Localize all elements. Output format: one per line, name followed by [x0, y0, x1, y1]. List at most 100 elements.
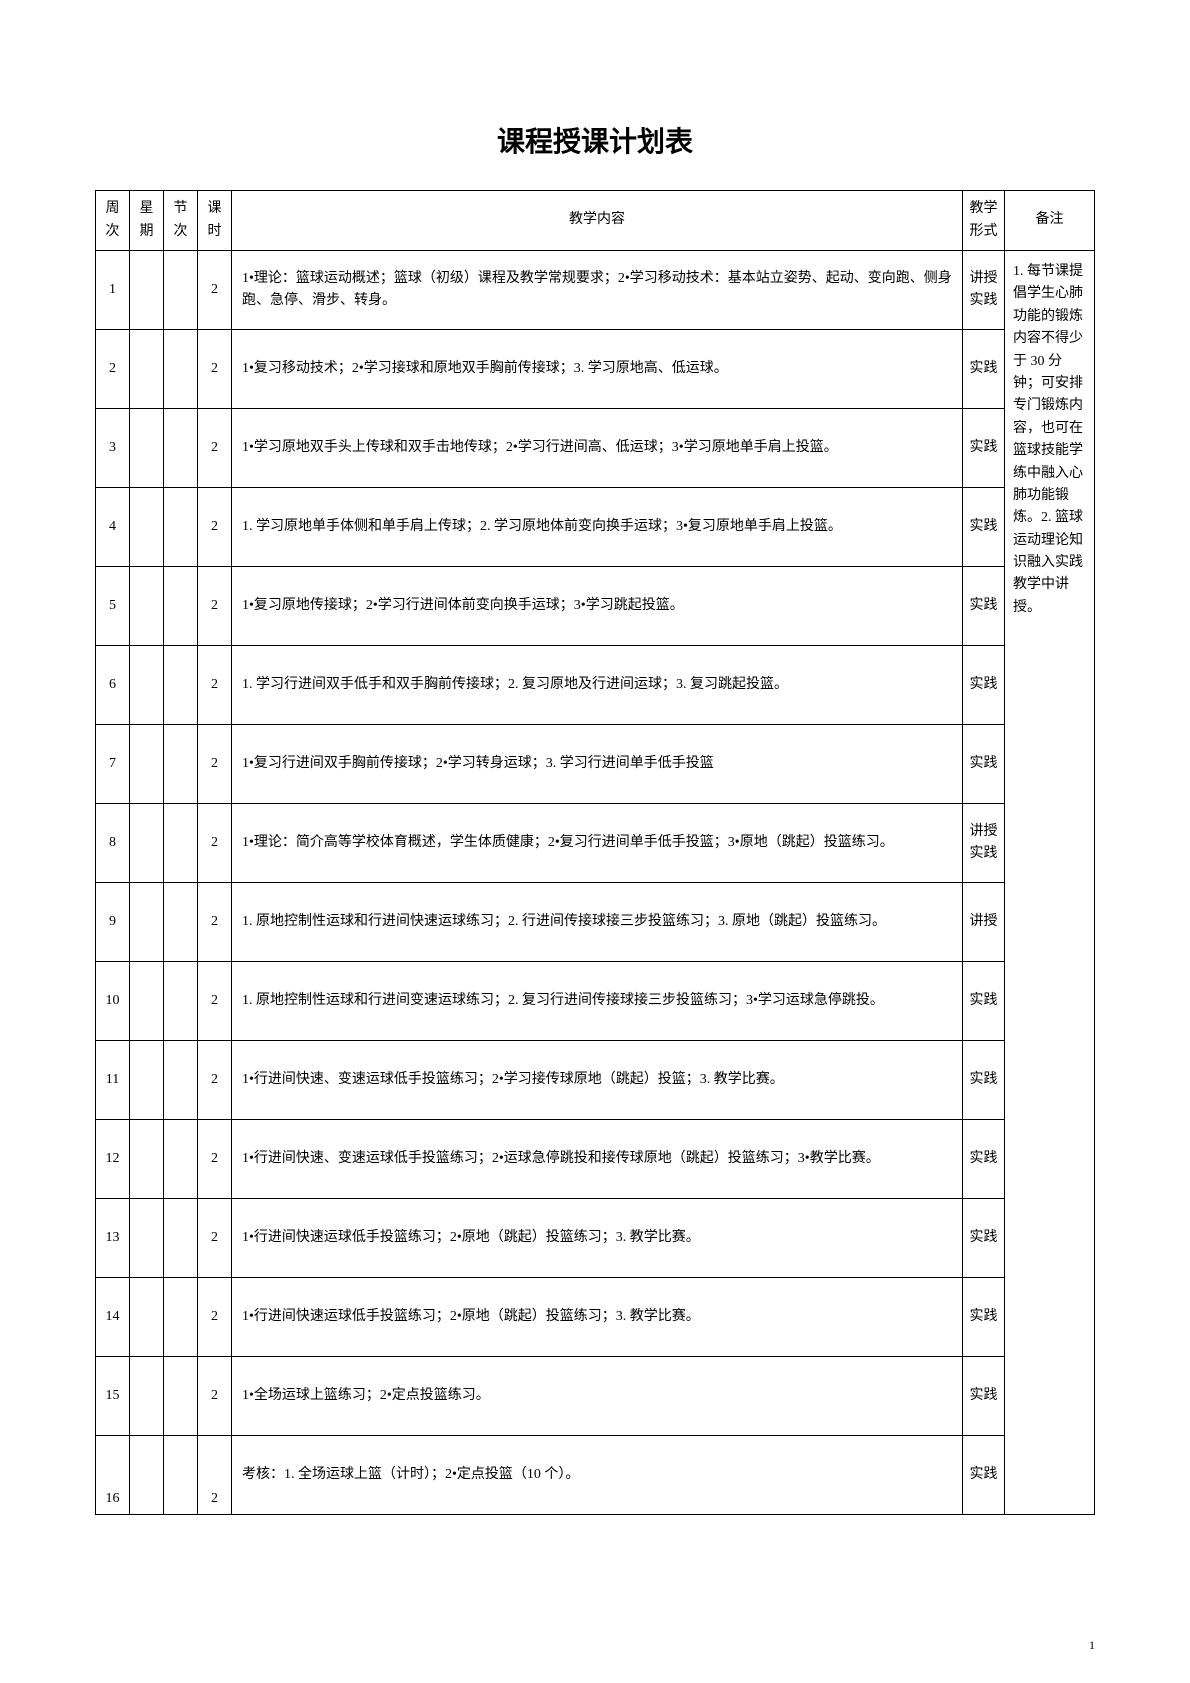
cell-content: 1. 原地控制性运球和行进间变速运球练习；2. 复习行进间传接球接三步投篮练习；…: [232, 962, 963, 1041]
cell-form: 实践: [963, 962, 1005, 1041]
cell-content: 1•全场运球上篮练习；2•定点投篮练习。: [232, 1357, 963, 1436]
cell-content: 1•复习移动技术；2•学习接球和原地双手胸前传接球；3. 学习原地高、低运球。: [232, 330, 963, 409]
cell-week: 11: [96, 1041, 130, 1120]
cell-hours: 2: [198, 962, 232, 1041]
header-day: 星期: [130, 191, 164, 251]
cell-hours: 2: [198, 804, 232, 883]
header-hours: 课时: [198, 191, 232, 251]
cell-form: 实践: [963, 725, 1005, 804]
cell-content: 1. 学习原地单手体侧和单手肩上传球；2. 学习原地体前变向换手运球；3•复习原…: [232, 488, 963, 567]
cell-period: [164, 330, 198, 409]
table-row: 12 21•行进间快速、变速运球低手投篮练习；2•运球急停跳投和接传球原地（跳起）…: [96, 1120, 1095, 1199]
cell-week: 3: [96, 409, 130, 488]
table-row: 521•复习原地传接球；2•学习行进间体前变向换手运球；3•学习跳起投篮。实践: [96, 567, 1095, 646]
cell-hours: 2: [198, 883, 232, 962]
cell-content: 1. 学习行进间双手低手和双手胸前传接球；2. 复习原地及行进间运球；3. 复习…: [232, 646, 963, 725]
page-number: 1: [1089, 1638, 1095, 1653]
cell-week: 8: [96, 804, 130, 883]
cell-day: [130, 725, 164, 804]
cell-period: [164, 1120, 198, 1199]
cell-day: [130, 883, 164, 962]
cell-day: [130, 1120, 164, 1199]
table-header-row: 周次 星期 节次 课时 教学内容 教学形式 备注: [96, 191, 1095, 251]
table-row: 1321•行进间快速运球低手投篮练习；2•原地（跳起）投篮练习；3. 教学比赛。…: [96, 1199, 1095, 1278]
cell-form: 实践: [963, 1199, 1005, 1278]
table-row: 421. 学习原地单手体侧和单手肩上传球；2. 学习原地体前变向换手运球；3•复…: [96, 488, 1095, 567]
table-row: 321•学习原地双手头上传球和双手击地传球；2•学习行进间高、低运球；3•学习原…: [96, 409, 1095, 488]
cell-period: [164, 409, 198, 488]
cell-day: [130, 646, 164, 725]
cell-period: [164, 962, 198, 1041]
cell-period: [164, 804, 198, 883]
cell-day: [130, 567, 164, 646]
cell-form: 实践: [963, 1357, 1005, 1436]
table-row: 1121•行进间快速、变速运球低手投篮练习；2•学习接传球原地（跳起）投篮；3.…: [96, 1041, 1095, 1120]
cell-form: 实践: [963, 409, 1005, 488]
cell-content: 1•行进间快速、变速运球低手投篮练习；2•运球急停跳投和接传球原地（跳起）投篮练…: [232, 1120, 963, 1199]
cell-period: [164, 1436, 198, 1515]
page-title: 课程授课计划表: [95, 120, 1095, 160]
cell-week: 16: [96, 1436, 130, 1515]
cell-week: 12: [96, 1120, 130, 1199]
cell-week: 14: [96, 1278, 130, 1357]
cell-day: [130, 409, 164, 488]
cell-content: 考核：1. 全场运球上篮（计时）；2•定点投篮（10 个）。: [232, 1436, 963, 1515]
cell-period: [164, 251, 198, 330]
cell-form: 实践: [963, 1436, 1005, 1515]
cell-period: [164, 1199, 198, 1278]
cell-period: [164, 883, 198, 962]
table-row: 221•复习移动技术；2•学习接球和原地双手胸前传接球；3. 学习原地高、低运球…: [96, 330, 1095, 409]
header-content: 教学内容: [232, 191, 963, 251]
table-row: 821•理论：简介高等学校体育概述，学生体质健康；2•复习行进间单手低手投篮；3…: [96, 804, 1095, 883]
cell-period: [164, 1278, 198, 1357]
table-row: 621. 学习行进间双手低手和双手胸前传接球；2. 复习原地及行进间运球；3. …: [96, 646, 1095, 725]
table-row: 721•复习行进间双手胸前传接球；2•学习转身运球；3. 学习行进间单手低手投篮…: [96, 725, 1095, 804]
table-row: 921. 原地控制性运球和行进间快速运球练习；2. 行进间传接球接三步投篮练习；…: [96, 883, 1095, 962]
cell-hours: 2: [198, 1357, 232, 1436]
cell-form: 实践: [963, 488, 1005, 567]
cell-week: 7: [96, 725, 130, 804]
cell-content: 1•学习原地双手头上传球和双手击地传球；2•学习行进间高、低运球；3•学习原地单…: [232, 409, 963, 488]
cell-period: [164, 1357, 198, 1436]
cell-hours: 2: [198, 1278, 232, 1357]
cell-week: 2: [96, 330, 130, 409]
table-row: 15 21•全场运球上篮练习；2•定点投篮练习。实践: [96, 1357, 1095, 1436]
cell-form: 实践: [963, 646, 1005, 725]
cell-day: [130, 962, 164, 1041]
table-row: 121•理论：篮球运动概述；篮球（初级）课程及教学常规要求；2•学习移动技术：基…: [96, 251, 1095, 330]
cell-hours: 2: [198, 330, 232, 409]
cell-content: 1•复习原地传接球；2•学习行进间体前变向换手运球；3•学习跳起投篮。: [232, 567, 963, 646]
cell-content: 1•复习行进间双手胸前传接球；2•学习转身运球；3. 学习行进间单手低手投篮: [232, 725, 963, 804]
cell-period: [164, 725, 198, 804]
cell-week: 1: [96, 251, 130, 330]
cell-form: 讲授实践: [963, 804, 1005, 883]
cell-week: 15: [96, 1357, 130, 1436]
header-remark: 备注: [1005, 191, 1095, 251]
cell-period: [164, 488, 198, 567]
cell-content: 1•行进间快速运球低手投篮练习；2•原地（跳起）投篮练习；3. 教学比赛。: [232, 1278, 963, 1357]
cell-period: [164, 646, 198, 725]
cell-day: [130, 488, 164, 567]
cell-form: 实践: [963, 1120, 1005, 1199]
cell-week: 13: [96, 1199, 130, 1278]
table-row: 16 2考核：1. 全场运球上篮（计时）；2•定点投篮（10 个）。实践: [96, 1436, 1095, 1515]
table-row: 14 21•行进间快速运球低手投篮练习；2•原地（跳起）投篮练习；3. 教学比赛。…: [96, 1278, 1095, 1357]
cell-day: [130, 251, 164, 330]
cell-hours: 2: [198, 567, 232, 646]
cell-content: 1•行进间快速运球低手投篮练习；2•原地（跳起）投篮练习；3. 教学比赛。: [232, 1199, 963, 1278]
header-form: 教学形式: [963, 191, 1005, 251]
cell-content: 1. 原地控制性运球和行进间快速运球练习；2. 行进间传接球接三步投篮练习；3.…: [232, 883, 963, 962]
cell-hours: 2: [198, 251, 232, 330]
cell-remark: 1. 每节课提倡学生心肺功能的锻炼内容不得少于 30 分钟；可安排专门锻炼内容，…: [1005, 251, 1095, 1515]
cell-form: 实践: [963, 1041, 1005, 1120]
table-row: 1021. 原地控制性运球和行进间变速运球练习；2. 复习行进间传接球接三步投篮…: [96, 962, 1095, 1041]
cell-hours: 2: [198, 1041, 232, 1120]
cell-form: 实践: [963, 567, 1005, 646]
cell-day: [130, 1278, 164, 1357]
cell-hours: 2: [198, 1120, 232, 1199]
cell-hours: 2: [198, 1436, 232, 1515]
schedule-table: 周次 星期 节次 课时 教学内容 教学形式 备注 121•理论：篮球运动概述；篮…: [95, 190, 1095, 1515]
cell-form: 实践: [963, 330, 1005, 409]
cell-day: [130, 1357, 164, 1436]
cell-form: 讲授: [963, 883, 1005, 962]
